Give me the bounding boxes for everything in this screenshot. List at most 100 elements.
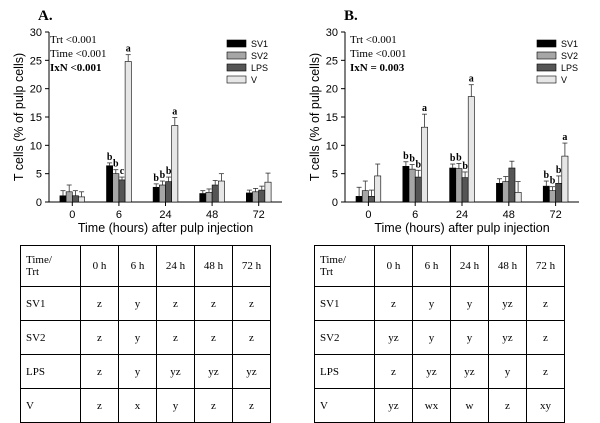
significance-label: b xyxy=(450,153,456,164)
table-row-label: V xyxy=(314,388,375,423)
significance-label: b xyxy=(403,151,409,162)
x-tick-label: 24 xyxy=(159,209,171,221)
table-cell: z xyxy=(156,320,195,355)
panel-letter: A. xyxy=(38,8,53,24)
table-cell: yz xyxy=(194,354,233,389)
bar-lps-48 xyxy=(211,184,219,203)
stat-line: Trt <0.001 xyxy=(50,34,97,46)
table-cell: xy xyxy=(526,388,565,423)
legend-label-sv2: SV2 xyxy=(561,51,578,61)
bar-sv1-6 xyxy=(402,166,410,203)
y-tick-label: 25 xyxy=(326,55,338,67)
table-column-header: 0 h xyxy=(80,245,119,287)
table-row: SV2 z y z z z xyxy=(20,320,271,355)
bar-v-24 xyxy=(171,125,179,203)
bar-lps-24 xyxy=(461,177,469,203)
table-row: SV1 z y y yz z xyxy=(314,286,565,321)
bar-lps-0 xyxy=(72,195,79,203)
significance-label: b xyxy=(160,170,166,181)
table-cell: w xyxy=(450,388,489,423)
bar-lps-48 xyxy=(508,167,516,203)
significance-label: a xyxy=(126,44,131,55)
legend-label-sv1: SV1 xyxy=(561,39,578,49)
bar-sv1-24 xyxy=(152,186,160,203)
table-corner-label: Time/Trt xyxy=(20,245,81,287)
table-column-header: 0 h xyxy=(374,245,413,287)
y-tick-label: 30 xyxy=(30,27,42,39)
y-tick-label: 30 xyxy=(326,27,338,39)
table-row-label: LPS xyxy=(20,354,81,389)
table-row-label: SV2 xyxy=(314,320,375,355)
legend-label-v: V xyxy=(561,75,567,85)
bar-sv2-72 xyxy=(252,191,259,203)
x-tick-label: 0 xyxy=(365,209,371,221)
table-column-header: 72 h xyxy=(526,245,565,287)
bar-v-72 xyxy=(561,155,569,203)
bar-sv2-48 xyxy=(205,192,213,203)
table-cell: z xyxy=(80,320,119,355)
table-cell: yz xyxy=(412,354,451,389)
bar-v-48 xyxy=(514,192,522,203)
significance-label: b xyxy=(544,170,550,181)
table-cell: y xyxy=(412,286,451,321)
table-cell: z xyxy=(80,286,119,321)
table-cell: z xyxy=(526,354,565,389)
legend-swatch-sv1 xyxy=(536,39,557,48)
y-axis-title: T cells (% of pulp cells) xyxy=(308,53,322,181)
y-tick-label: 5 xyxy=(36,169,42,181)
y-tick-label: 15 xyxy=(326,112,338,124)
stat-line: IxN = 0.003 xyxy=(350,62,405,74)
table-row: SV1 z y z z z xyxy=(20,286,271,321)
x-tick-label: 72 xyxy=(253,209,265,221)
significance-label: b xyxy=(107,152,113,163)
corner-label-line: Trt xyxy=(320,266,334,278)
table-cell: yz xyxy=(374,320,413,355)
table-cell: y xyxy=(156,388,195,423)
table-cell: y xyxy=(118,286,157,321)
stat-line: IxN <0.001 xyxy=(50,62,102,74)
significance-label: a xyxy=(469,74,474,85)
x-tick-label: 6 xyxy=(412,209,418,221)
table-cell: y xyxy=(450,286,489,321)
table-cell: z xyxy=(194,286,233,321)
table-column-header: 48 h xyxy=(488,245,527,287)
significance-label: b xyxy=(550,176,556,187)
table-cell: z xyxy=(374,354,413,389)
legend-label-lps: LPS xyxy=(561,63,578,73)
bar-sv2-24 xyxy=(159,184,166,203)
legend-swatch-sv1 xyxy=(226,39,247,48)
bar-v-6 xyxy=(421,126,428,203)
table-corner-label: Time/Trt xyxy=(314,245,375,287)
significance-label: b xyxy=(462,161,468,172)
significance-label: b xyxy=(166,166,172,177)
table-cell: z xyxy=(80,388,119,423)
legend-label-sv1: SV1 xyxy=(251,39,268,49)
x-tick-label: 48 xyxy=(206,209,218,221)
bar-sv1-0 xyxy=(59,195,67,203)
panel-a: A. 0 5 10 15 20 25 30 0 6 24 48 72 Time (hours) after… xyxy=(0,0,300,423)
bar-lps-6 xyxy=(414,176,422,203)
table-cell: yz xyxy=(450,354,489,389)
legend-swatch-lps xyxy=(536,63,557,72)
y-axis-title: T cells (% of pulp cells) xyxy=(12,53,26,181)
legend-label-v: V xyxy=(251,75,257,85)
table-cell: z xyxy=(232,286,271,321)
table-cell: yz xyxy=(232,354,271,389)
significance-label: b xyxy=(113,159,119,170)
table-cell: z xyxy=(526,320,565,355)
bar-sv1-72 xyxy=(246,192,253,203)
corner-label-line: Time/ xyxy=(320,254,346,266)
table-column-header: 24 h xyxy=(450,245,489,287)
bar-v-48 xyxy=(218,180,225,203)
bar-sv1-6 xyxy=(106,165,113,203)
corner-label-line: Time/ xyxy=(26,254,52,266)
panel-letter: B. xyxy=(344,8,358,24)
bar-v-6 xyxy=(124,61,132,203)
bar-sv2-0 xyxy=(361,190,369,203)
y-tick-label: 0 xyxy=(332,197,338,209)
significance-label: b xyxy=(556,165,562,176)
y-tick-label: 10 xyxy=(30,140,42,152)
bar-v-0 xyxy=(78,196,85,203)
